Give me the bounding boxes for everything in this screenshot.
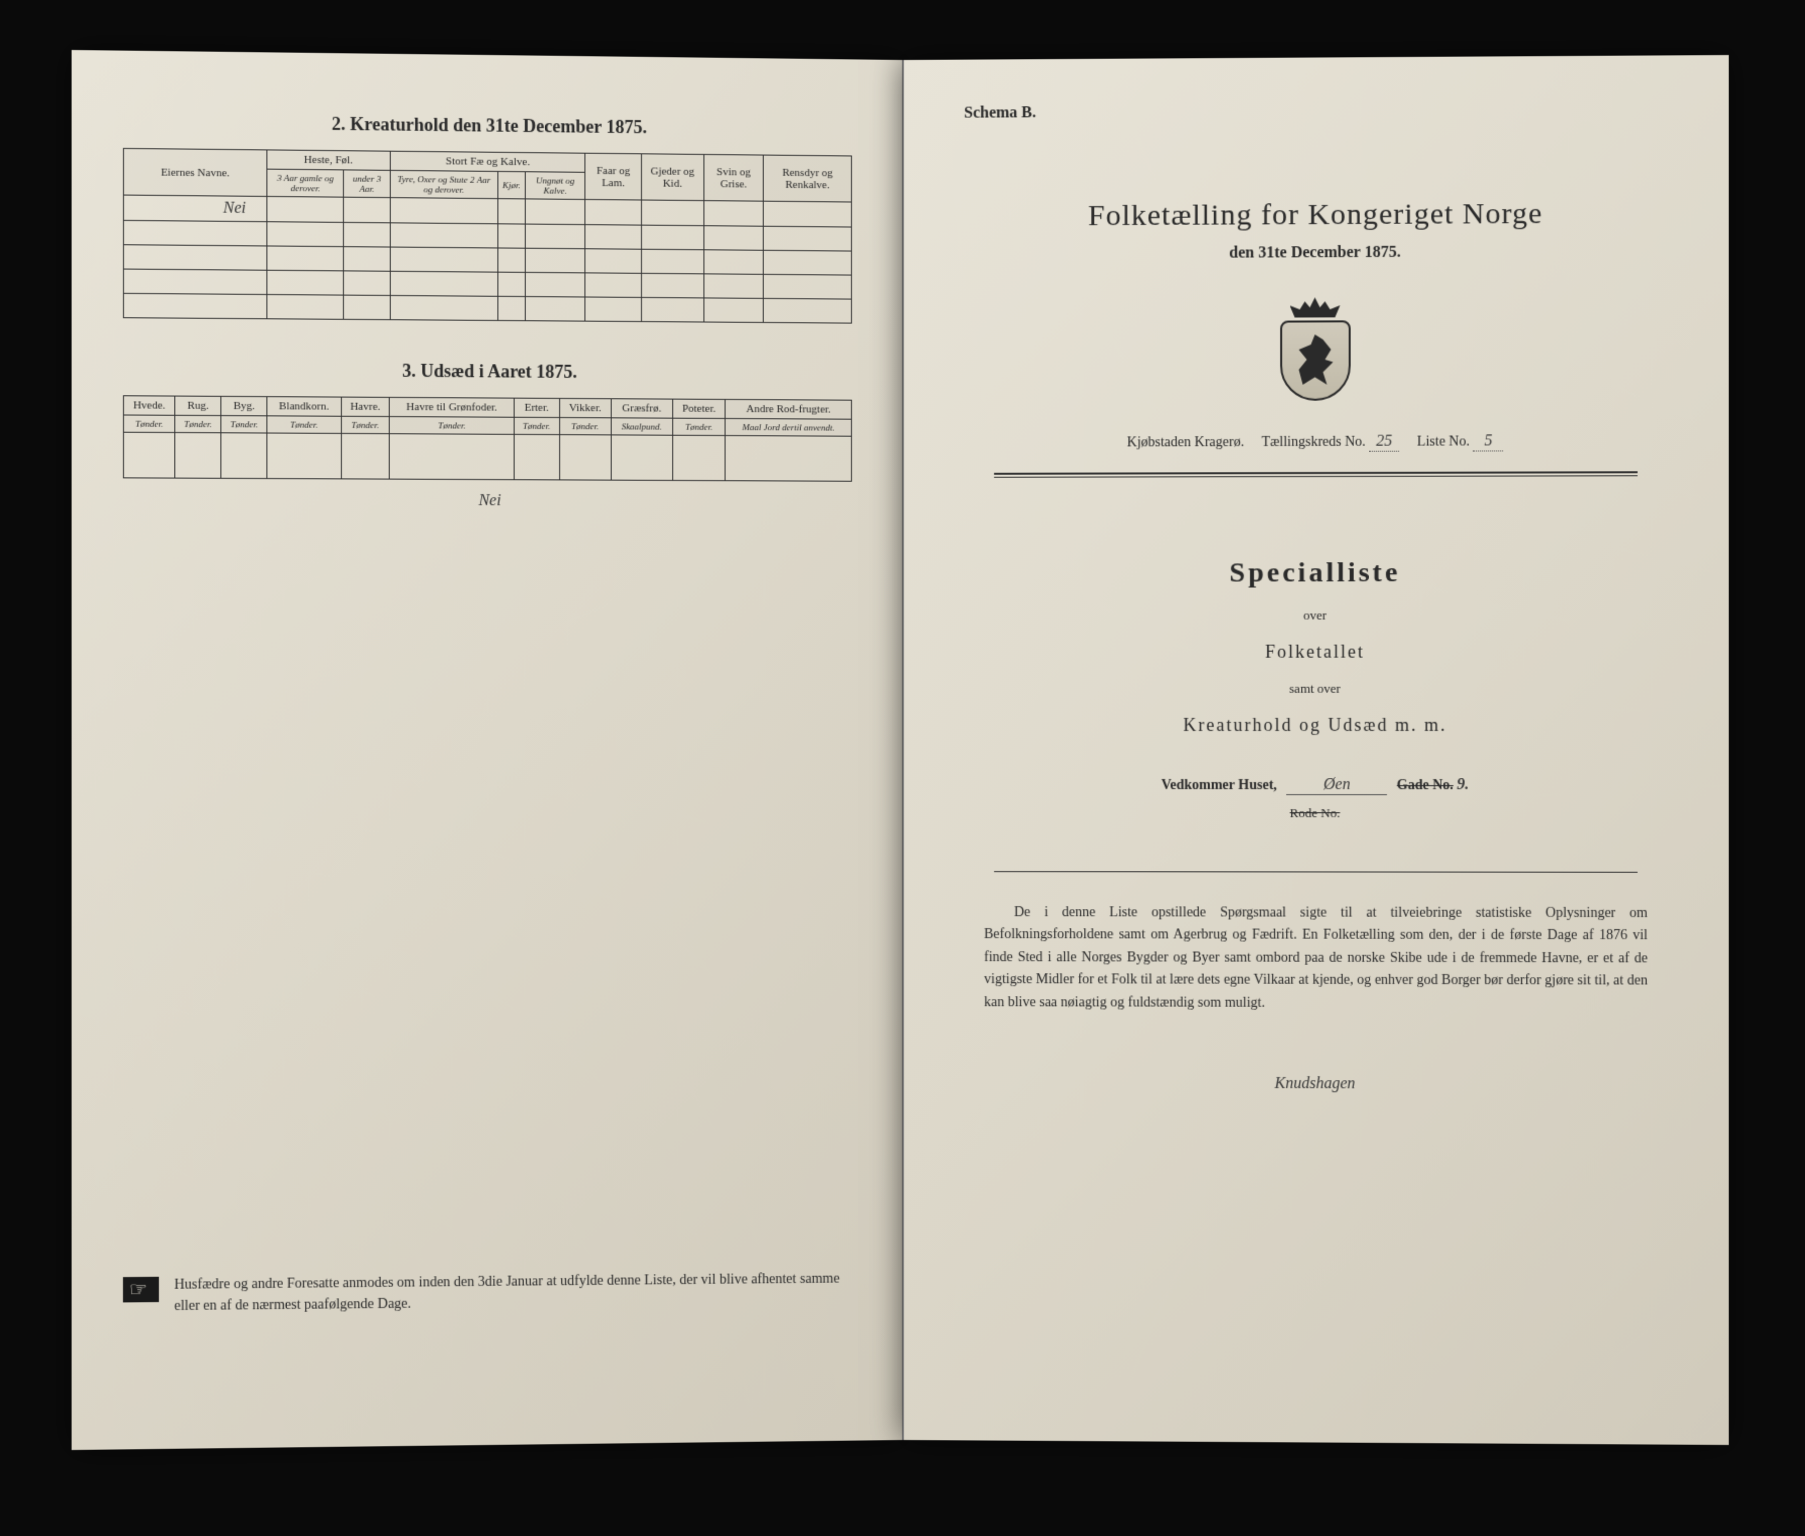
coat-of-arms-icon: [1269, 297, 1360, 403]
col-reindeer: Rensdyr og Renkalve.: [763, 155, 851, 202]
col-cattle-bulls: Tyre, Oxer og Stute 2 Aar og derover.: [389, 170, 497, 198]
divider: [994, 871, 1638, 873]
col-mixed: Blandkorn.: [267, 397, 341, 417]
col-wheat: Hvede.: [123, 396, 175, 416]
col-vetch: Vikker.: [559, 398, 610, 417]
notice: Husfædre og andre Foresatte anmodes om i…: [122, 1268, 851, 1317]
section2-title: 2. Kreaturhold den 31te December 1875.: [122, 111, 851, 140]
pointer-icon: [122, 1277, 158, 1303]
col-cattle: Stort Fæ og Kalve.: [389, 151, 584, 172]
bottom-handwritten: Knudshagen: [954, 1074, 1678, 1094]
table-row: [123, 293, 851, 323]
col-pigs: Svin og Grise.: [703, 154, 763, 201]
col-cattle-calves: Ungnøt og Kalve.: [524, 172, 585, 200]
col-horses-old: 3 Aar gamle og derover.: [266, 169, 343, 197]
gade-label: Gade No.: [1396, 778, 1453, 793]
col-owner: Eiernes Navne.: [123, 148, 266, 196]
col-rye: Rug.: [175, 396, 221, 416]
col-barley: Byg.: [221, 396, 267, 415]
col-grass: Græsfrø.: [610, 399, 672, 418]
livestock-table: Eiernes Navne. Heste, Føl. Stort Fæ og K…: [122, 148, 851, 324]
gade-value: 9.: [1456, 776, 1468, 793]
col-sheep: Faar og Lam.: [585, 153, 641, 200]
col-cattle-cows: Kjør.: [497, 171, 524, 198]
seed-table: Hvede. Rug. Byg. Blandkorn. Havre. Havre…: [122, 395, 851, 482]
col-roots: Andre Rod-frugter.: [725, 399, 851, 419]
locale-line: Kjøbstaden Kragerø. Tællingskreds No. 25…: [954, 432, 1678, 453]
document-spread: 2. Kreaturhold den 31te December 1875. E…: [83, 60, 1723, 1440]
section3-title: 3. Udsæd i Aaret 1875.: [122, 359, 851, 385]
rode-label: Rode No.: [1289, 805, 1339, 820]
kreds-label: Tællingskreds No.: [1261, 435, 1365, 450]
liste-label: Liste No.: [1417, 434, 1470, 449]
col-green-oats: Havre til Grønfoder.: [389, 397, 513, 417]
folk-text: Folketallet: [954, 641, 1678, 663]
footer-paragraph: De i denne Liste opstillede Spørgsmaal s…: [984, 902, 1648, 1016]
kreatur-text: Kreaturhold og Udsæd m. m.: [954, 715, 1678, 736]
notice-text: Husfædre og andre Foresatte anmodes om i…: [174, 1268, 852, 1317]
main-title: Folketælling for Kongeriget Norge: [954, 196, 1678, 233]
samt-text: samt over: [954, 681, 1678, 697]
col-potato: Poteter.: [672, 399, 725, 418]
kreds-value: 25: [1369, 433, 1399, 452]
special-title: Specialliste: [954, 557, 1678, 590]
house-label: Vedkommer Huset,: [1161, 778, 1277, 793]
col-horses-young: under 3 Aar.: [343, 170, 389, 198]
liste-value: 5: [1473, 432, 1503, 451]
livestock-entry: Nei: [123, 195, 266, 222]
col-horses: Heste, Føl.: [266, 150, 389, 170]
col-peas: Erter.: [513, 398, 559, 417]
schema-label: Schema B.: [964, 104, 1036, 122]
house-line: Vedkommer Huset, Øen Gade No. 9.: [954, 776, 1678, 795]
col-goats: Gjeder og Kid.: [641, 154, 704, 201]
seed-entry: Nei: [122, 491, 851, 512]
house-value: Øen: [1286, 776, 1387, 795]
col-oats: Havre.: [340, 397, 389, 416]
rode-line: Rode No.: [954, 805, 1678, 821]
over-text: over: [954, 607, 1678, 624]
left-page: 2. Kreaturhold den 31te December 1875. E…: [71, 50, 902, 1450]
divider: [994, 471, 1638, 478]
table-row: [123, 432, 851, 481]
locale-prefix: Kjøbstaden Kragerø.: [1126, 435, 1243, 450]
sub-title: den 31te December 1875.: [954, 243, 1678, 264]
right-page: Schema B. Folketælling for Kongeriget No…: [903, 55, 1729, 1445]
